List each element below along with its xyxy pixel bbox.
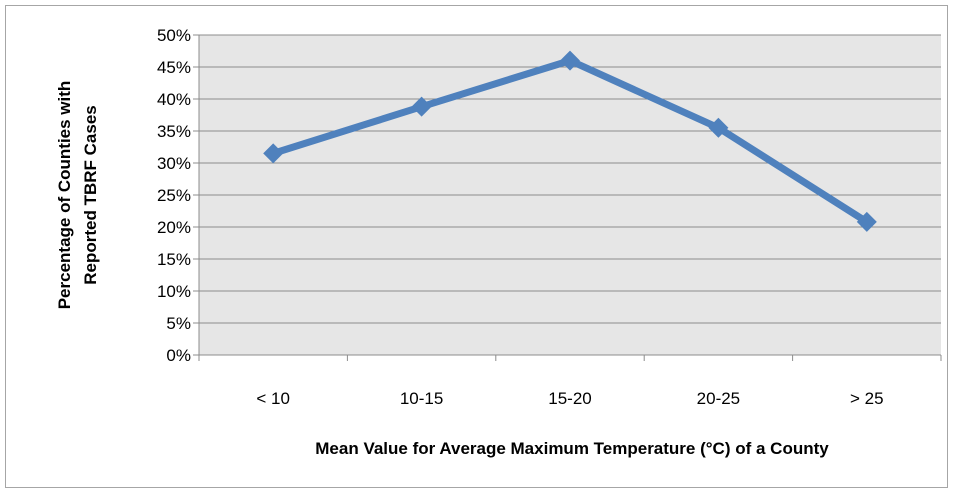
y-tick-label: 30% [157,154,191,173]
data-point-marker [263,143,284,164]
x-tick-label: 10-15 [400,389,443,408]
data-point-marker [856,211,877,232]
data-point-marker [560,50,580,71]
y-tick-label: 25% [157,186,191,205]
x-axis-tick-labels: < 10 10-15 15-20 20-25 > 25 [256,389,883,408]
x-tick-label: < 10 [256,389,290,408]
y-tick-label: 0% [166,346,191,365]
y-tick-label: 20% [157,218,191,237]
x-tick-label: 15-20 [548,389,591,408]
axes [198,35,942,361]
data-point-marker [411,96,432,117]
x-tick-label: 20-25 [697,389,740,408]
y-axis-title-line-1: Percentage of Counties with [55,81,74,310]
data-point-marker [708,117,729,138]
y-tick-label: 5% [166,314,191,333]
y-axis-title-line-2: Reported TBRF Cases [81,105,100,284]
y-tick-label: 50% [157,26,191,45]
y-tick-label: 15% [157,250,191,269]
y-tick-label: 35% [157,122,191,141]
y-tick-label: 10% [157,282,191,301]
x-tick-label: > 25 [850,389,884,408]
y-tick-label: 40% [157,90,191,109]
x-axis-title: Mean Value for Average Maximum Temperatu… [315,439,829,458]
y-tick-label: 45% [157,58,191,77]
y-axis-tick-labels: 0% 5% 10% 15% 20% 25% 30% 35% 40% 45% 50% [157,26,191,365]
series-layer [263,50,877,232]
